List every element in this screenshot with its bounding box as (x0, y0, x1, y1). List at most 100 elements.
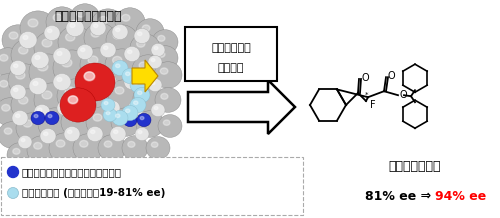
Ellipse shape (151, 58, 155, 62)
Ellipse shape (18, 135, 32, 149)
Ellipse shape (0, 48, 23, 76)
Ellipse shape (151, 43, 165, 57)
Ellipse shape (61, 106, 95, 138)
Ellipse shape (101, 98, 115, 112)
Ellipse shape (16, 72, 25, 79)
Ellipse shape (128, 50, 132, 54)
Ellipse shape (34, 142, 42, 149)
Ellipse shape (48, 114, 52, 118)
Text: 分子設計: 分子設計 (218, 63, 244, 73)
Ellipse shape (123, 113, 137, 127)
Ellipse shape (106, 25, 138, 55)
Ellipse shape (21, 138, 25, 142)
Ellipse shape (60, 104, 65, 107)
Ellipse shape (4, 128, 12, 134)
Ellipse shape (68, 96, 78, 103)
Ellipse shape (16, 113, 48, 143)
Ellipse shape (135, 127, 149, 141)
Ellipse shape (57, 77, 62, 82)
Ellipse shape (134, 28, 150, 44)
Ellipse shape (57, 100, 73, 116)
Ellipse shape (151, 82, 155, 85)
Ellipse shape (46, 7, 78, 37)
Ellipse shape (93, 114, 102, 121)
Ellipse shape (80, 76, 85, 80)
Text: O: O (388, 71, 396, 81)
Ellipse shape (16, 114, 20, 118)
Ellipse shape (110, 126, 126, 142)
Ellipse shape (154, 46, 158, 50)
Ellipse shape (46, 115, 55, 123)
Ellipse shape (91, 9, 125, 41)
Ellipse shape (33, 82, 38, 85)
Ellipse shape (83, 79, 117, 111)
Ellipse shape (58, 26, 92, 58)
Ellipse shape (44, 132, 48, 136)
Ellipse shape (0, 98, 25, 126)
Ellipse shape (34, 31, 70, 65)
Ellipse shape (87, 126, 103, 142)
Ellipse shape (18, 96, 28, 104)
Ellipse shape (100, 72, 116, 88)
Ellipse shape (152, 30, 178, 54)
Ellipse shape (128, 78, 132, 82)
Text: データ駆動型: データ駆動型 (211, 43, 251, 53)
Ellipse shape (62, 58, 72, 67)
Ellipse shape (130, 97, 146, 113)
Ellipse shape (66, 33, 75, 41)
Ellipse shape (38, 108, 42, 112)
Ellipse shape (13, 148, 20, 154)
Ellipse shape (18, 46, 28, 54)
Ellipse shape (139, 62, 148, 69)
Ellipse shape (53, 50, 91, 86)
FancyBboxPatch shape (185, 27, 277, 81)
Text: O: O (362, 73, 370, 83)
Text: 重要構造情報 (データ幅：19-81% ee): 重要構造情報 (データ幅：19-81% ee) (22, 188, 166, 198)
Ellipse shape (108, 80, 140, 110)
Ellipse shape (104, 100, 120, 116)
Ellipse shape (111, 108, 141, 136)
Ellipse shape (122, 105, 138, 121)
Ellipse shape (68, 130, 72, 134)
Ellipse shape (154, 106, 158, 110)
Ellipse shape (40, 128, 56, 144)
Ellipse shape (148, 78, 162, 92)
Ellipse shape (53, 14, 62, 21)
Ellipse shape (77, 72, 93, 88)
Ellipse shape (57, 51, 62, 56)
Ellipse shape (14, 64, 18, 68)
Ellipse shape (98, 135, 126, 161)
Polygon shape (188, 80, 295, 134)
Ellipse shape (122, 68, 138, 83)
Ellipse shape (0, 54, 8, 61)
Ellipse shape (9, 32, 18, 39)
Ellipse shape (42, 91, 52, 99)
Ellipse shape (118, 114, 126, 121)
Ellipse shape (84, 23, 116, 53)
Ellipse shape (34, 83, 70, 117)
Ellipse shape (134, 87, 150, 103)
Ellipse shape (2, 25, 34, 55)
FancyBboxPatch shape (1, 157, 303, 215)
Ellipse shape (136, 19, 164, 45)
Polygon shape (132, 60, 158, 92)
Ellipse shape (104, 76, 108, 80)
Ellipse shape (132, 104, 136, 107)
Circle shape (8, 167, 18, 177)
Ellipse shape (31, 111, 45, 125)
Ellipse shape (12, 110, 28, 126)
Ellipse shape (134, 81, 138, 85)
Ellipse shape (104, 101, 108, 105)
Ellipse shape (73, 134, 103, 162)
Ellipse shape (105, 49, 139, 81)
Ellipse shape (128, 141, 135, 147)
Ellipse shape (84, 72, 94, 80)
Ellipse shape (28, 19, 38, 27)
Ellipse shape (44, 26, 60, 41)
Ellipse shape (113, 32, 122, 39)
Ellipse shape (90, 86, 100, 94)
Ellipse shape (126, 109, 130, 112)
Ellipse shape (148, 55, 162, 69)
Ellipse shape (130, 77, 146, 93)
Text: データ解析により抽出・可視化した: データ解析により抽出・可視化した (22, 167, 122, 177)
